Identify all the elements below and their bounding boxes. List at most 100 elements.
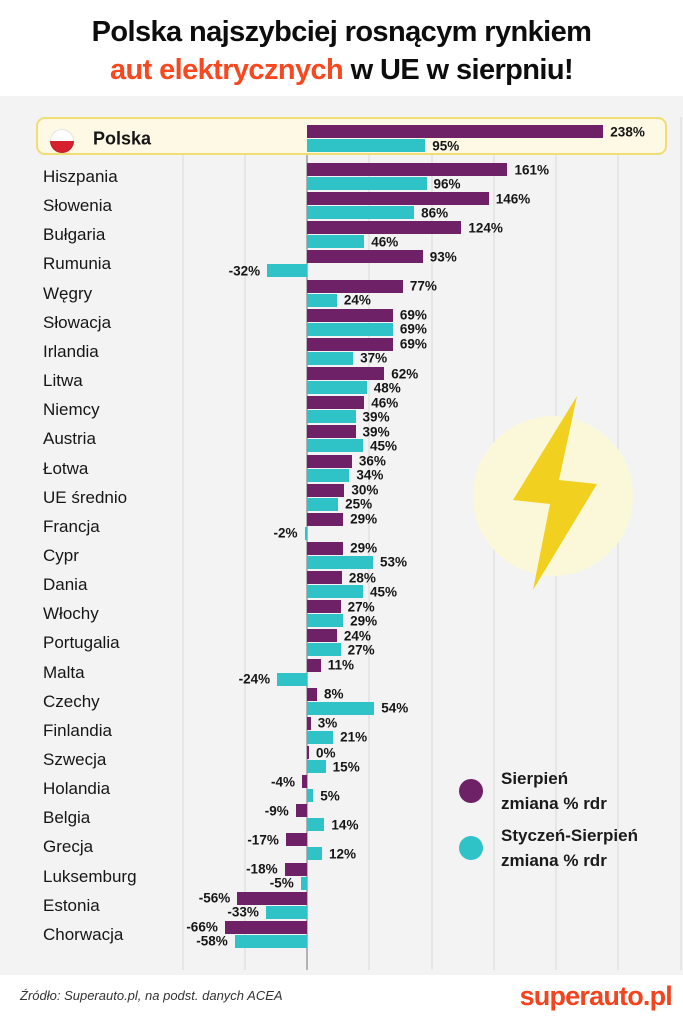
legend-dot-august-icon xyxy=(459,779,483,803)
value-label: 5% xyxy=(320,788,340,804)
bar-august xyxy=(307,600,341,614)
country-label: Łotwa xyxy=(43,458,89,478)
value-label: 69% xyxy=(399,336,427,352)
bar-jan-aug xyxy=(307,439,364,453)
value-label: 15% xyxy=(332,759,360,774)
bar-august xyxy=(307,658,321,672)
value-label: 48% xyxy=(373,380,401,396)
country-label: Belgia xyxy=(43,808,91,828)
bar-august xyxy=(307,125,604,138)
bar-jan-aug xyxy=(307,614,344,628)
value-label: -32% xyxy=(228,263,261,279)
value-label: 95% xyxy=(432,138,460,153)
bar-august xyxy=(307,629,337,643)
country-label: Słowenia xyxy=(43,196,112,216)
value-label: 29% xyxy=(350,613,378,629)
gridline xyxy=(368,117,371,970)
value-label: -5% xyxy=(269,875,294,891)
bar-jan-aug xyxy=(307,789,314,803)
value-label: 27% xyxy=(347,642,375,658)
value-label: 37% xyxy=(360,350,388,366)
bar-august xyxy=(307,367,385,381)
bar-august xyxy=(237,891,307,905)
value-label: 86% xyxy=(421,205,449,221)
bar-jan-aug xyxy=(267,264,307,278)
country-label: Niemcy xyxy=(43,400,100,420)
country-label: Austria xyxy=(43,429,96,449)
bar-jan-aug xyxy=(307,468,350,482)
country-label: Francja xyxy=(43,516,100,536)
bar-jan-aug xyxy=(307,585,364,599)
bar-august xyxy=(295,804,307,818)
bar-jan-aug xyxy=(307,351,354,365)
bar-jan-aug xyxy=(277,672,307,686)
value-label: 0% xyxy=(316,745,336,760)
bar-jan-aug xyxy=(307,293,337,307)
value-label: 34% xyxy=(356,467,384,483)
country-label: Polska xyxy=(93,128,152,149)
country-label: Irlandia xyxy=(43,341,99,361)
country-label: Grecja xyxy=(43,837,94,857)
country-label: Luksemburg xyxy=(43,866,137,886)
value-label: 25% xyxy=(345,496,373,512)
legend-jan-aug-line2: zmiana % rdr xyxy=(501,851,607,870)
value-label: 124% xyxy=(468,220,503,236)
lightning-bolt-icon xyxy=(473,396,633,590)
bar-jan-aug xyxy=(307,847,322,861)
value-label: 8% xyxy=(323,686,344,702)
country-label: Litwa xyxy=(43,371,83,391)
value-label: -4% xyxy=(271,774,296,790)
legend-august-line1: Sierpień xyxy=(501,769,569,788)
value-label: -58% xyxy=(196,933,228,949)
source-note: Źródło: Superauto.pl, na podst. danych A… xyxy=(20,988,283,1003)
value-label: 29% xyxy=(350,511,378,527)
bar-jan-aug xyxy=(234,934,307,948)
value-label: 28% xyxy=(348,570,376,586)
value-label: 46% xyxy=(371,234,399,250)
value-label: 24% xyxy=(343,628,371,644)
bar-august xyxy=(307,250,423,264)
legend-august-line2: zmiana % rdr xyxy=(501,794,607,813)
value-label: 238% xyxy=(610,124,645,139)
bar-jan-aug xyxy=(307,555,373,569)
country-label: Czechy xyxy=(43,691,100,711)
bar-august xyxy=(307,425,356,439)
value-label: -24% xyxy=(238,671,271,687)
bar-jan-aug xyxy=(307,410,356,424)
value-label: 93% xyxy=(429,249,457,265)
value-label: 53% xyxy=(379,554,408,570)
value-label: 45% xyxy=(370,584,398,600)
value-label: 29% xyxy=(350,540,378,556)
bar-august xyxy=(307,483,345,497)
value-label: 12% xyxy=(328,846,356,862)
value-label: 69% xyxy=(399,307,427,323)
bar-august xyxy=(307,279,403,293)
value-label: -9% xyxy=(264,803,289,819)
bar-august xyxy=(307,163,508,176)
bar-jan-aug xyxy=(307,701,375,715)
value-label: 11% xyxy=(327,657,354,673)
bar-jan-aug xyxy=(300,876,307,890)
bar-jan-aug xyxy=(307,235,365,249)
bar-august xyxy=(307,337,393,351)
bar-jan-aug xyxy=(307,818,325,832)
legend-label-august: Sierpień zmiana % rdr xyxy=(501,766,607,816)
bar-august xyxy=(307,396,365,410)
poland-flag-icon xyxy=(50,129,74,153)
gridline xyxy=(617,117,620,970)
bar-august xyxy=(302,775,307,789)
value-label: 161% xyxy=(514,162,549,177)
value-label: 27% xyxy=(347,599,375,615)
bar-august xyxy=(284,862,307,876)
value-label: -56% xyxy=(198,890,231,906)
bar-august xyxy=(307,192,489,206)
bar-jan-aug xyxy=(265,905,307,919)
gridline xyxy=(430,117,433,970)
bar-jan-aug xyxy=(307,177,427,190)
value-label: 24% xyxy=(343,292,371,308)
legend-dot-jan-aug-icon xyxy=(459,836,483,860)
bar-jan-aug xyxy=(307,730,334,744)
bar-jan-aug xyxy=(307,760,326,773)
value-label: 54% xyxy=(381,700,409,716)
